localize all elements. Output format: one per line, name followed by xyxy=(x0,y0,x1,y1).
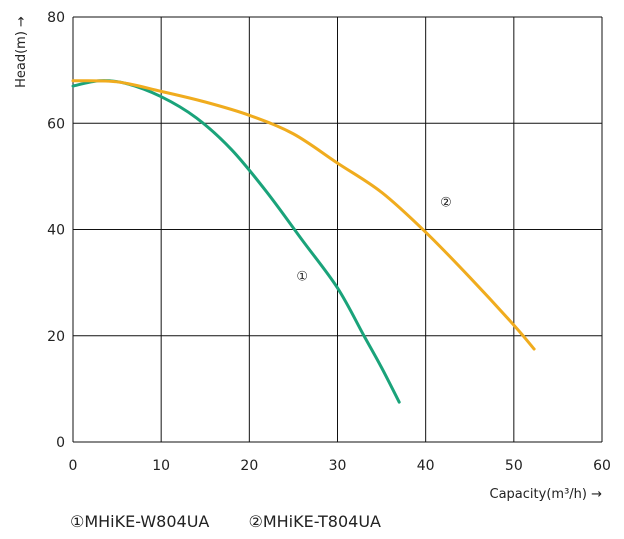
legend-label-1: MHiKE-W804UA xyxy=(84,512,210,531)
x-tick-label-20: 20 xyxy=(240,458,258,474)
legend-marker-2: ② xyxy=(248,512,263,531)
tick-labels: 0 10 20 30 40 50 60 0 20 40 60 80 xyxy=(47,10,611,474)
y-tick-label-40: 40 xyxy=(47,223,65,239)
y-tick-label-0: 0 xyxy=(56,435,65,451)
curves xyxy=(71,79,536,404)
y-axis-label: Head(m) → xyxy=(14,16,29,88)
y-tick-label-20: 20 xyxy=(47,329,65,345)
series-line-2 xyxy=(71,79,536,351)
y-tick-label-60: 60 xyxy=(47,116,65,132)
x-axis-label: Capacity(m³/h) → xyxy=(490,487,603,502)
y-tick-label-80: 80 xyxy=(47,10,65,26)
curve-marker-2: ② xyxy=(440,195,452,210)
x-tick-label-10: 10 xyxy=(152,458,170,474)
x-tick-label-30: 30 xyxy=(329,458,347,474)
curve-markers: ①② xyxy=(296,195,451,284)
x-tick-label-50: 50 xyxy=(505,458,523,474)
x-tick-label-0: 0 xyxy=(69,458,78,474)
grid xyxy=(72,16,603,443)
legend-item-2: ②MHiKE-T804UA xyxy=(248,512,381,531)
x-tick-label-40: 40 xyxy=(417,458,435,474)
legend-marker-1: ① xyxy=(70,512,85,531)
curve-marker-1: ① xyxy=(296,270,308,285)
x-tick-label-60: 60 xyxy=(593,458,611,474)
legend-label-2: MHiKE-T804UA xyxy=(262,512,381,531)
legend-item-1: ①MHiKE-W804UA xyxy=(70,512,209,531)
legend: ①MHiKE-W804UA ②MHiKE-T804UA xyxy=(70,512,415,531)
series-line-1 xyxy=(71,79,401,404)
